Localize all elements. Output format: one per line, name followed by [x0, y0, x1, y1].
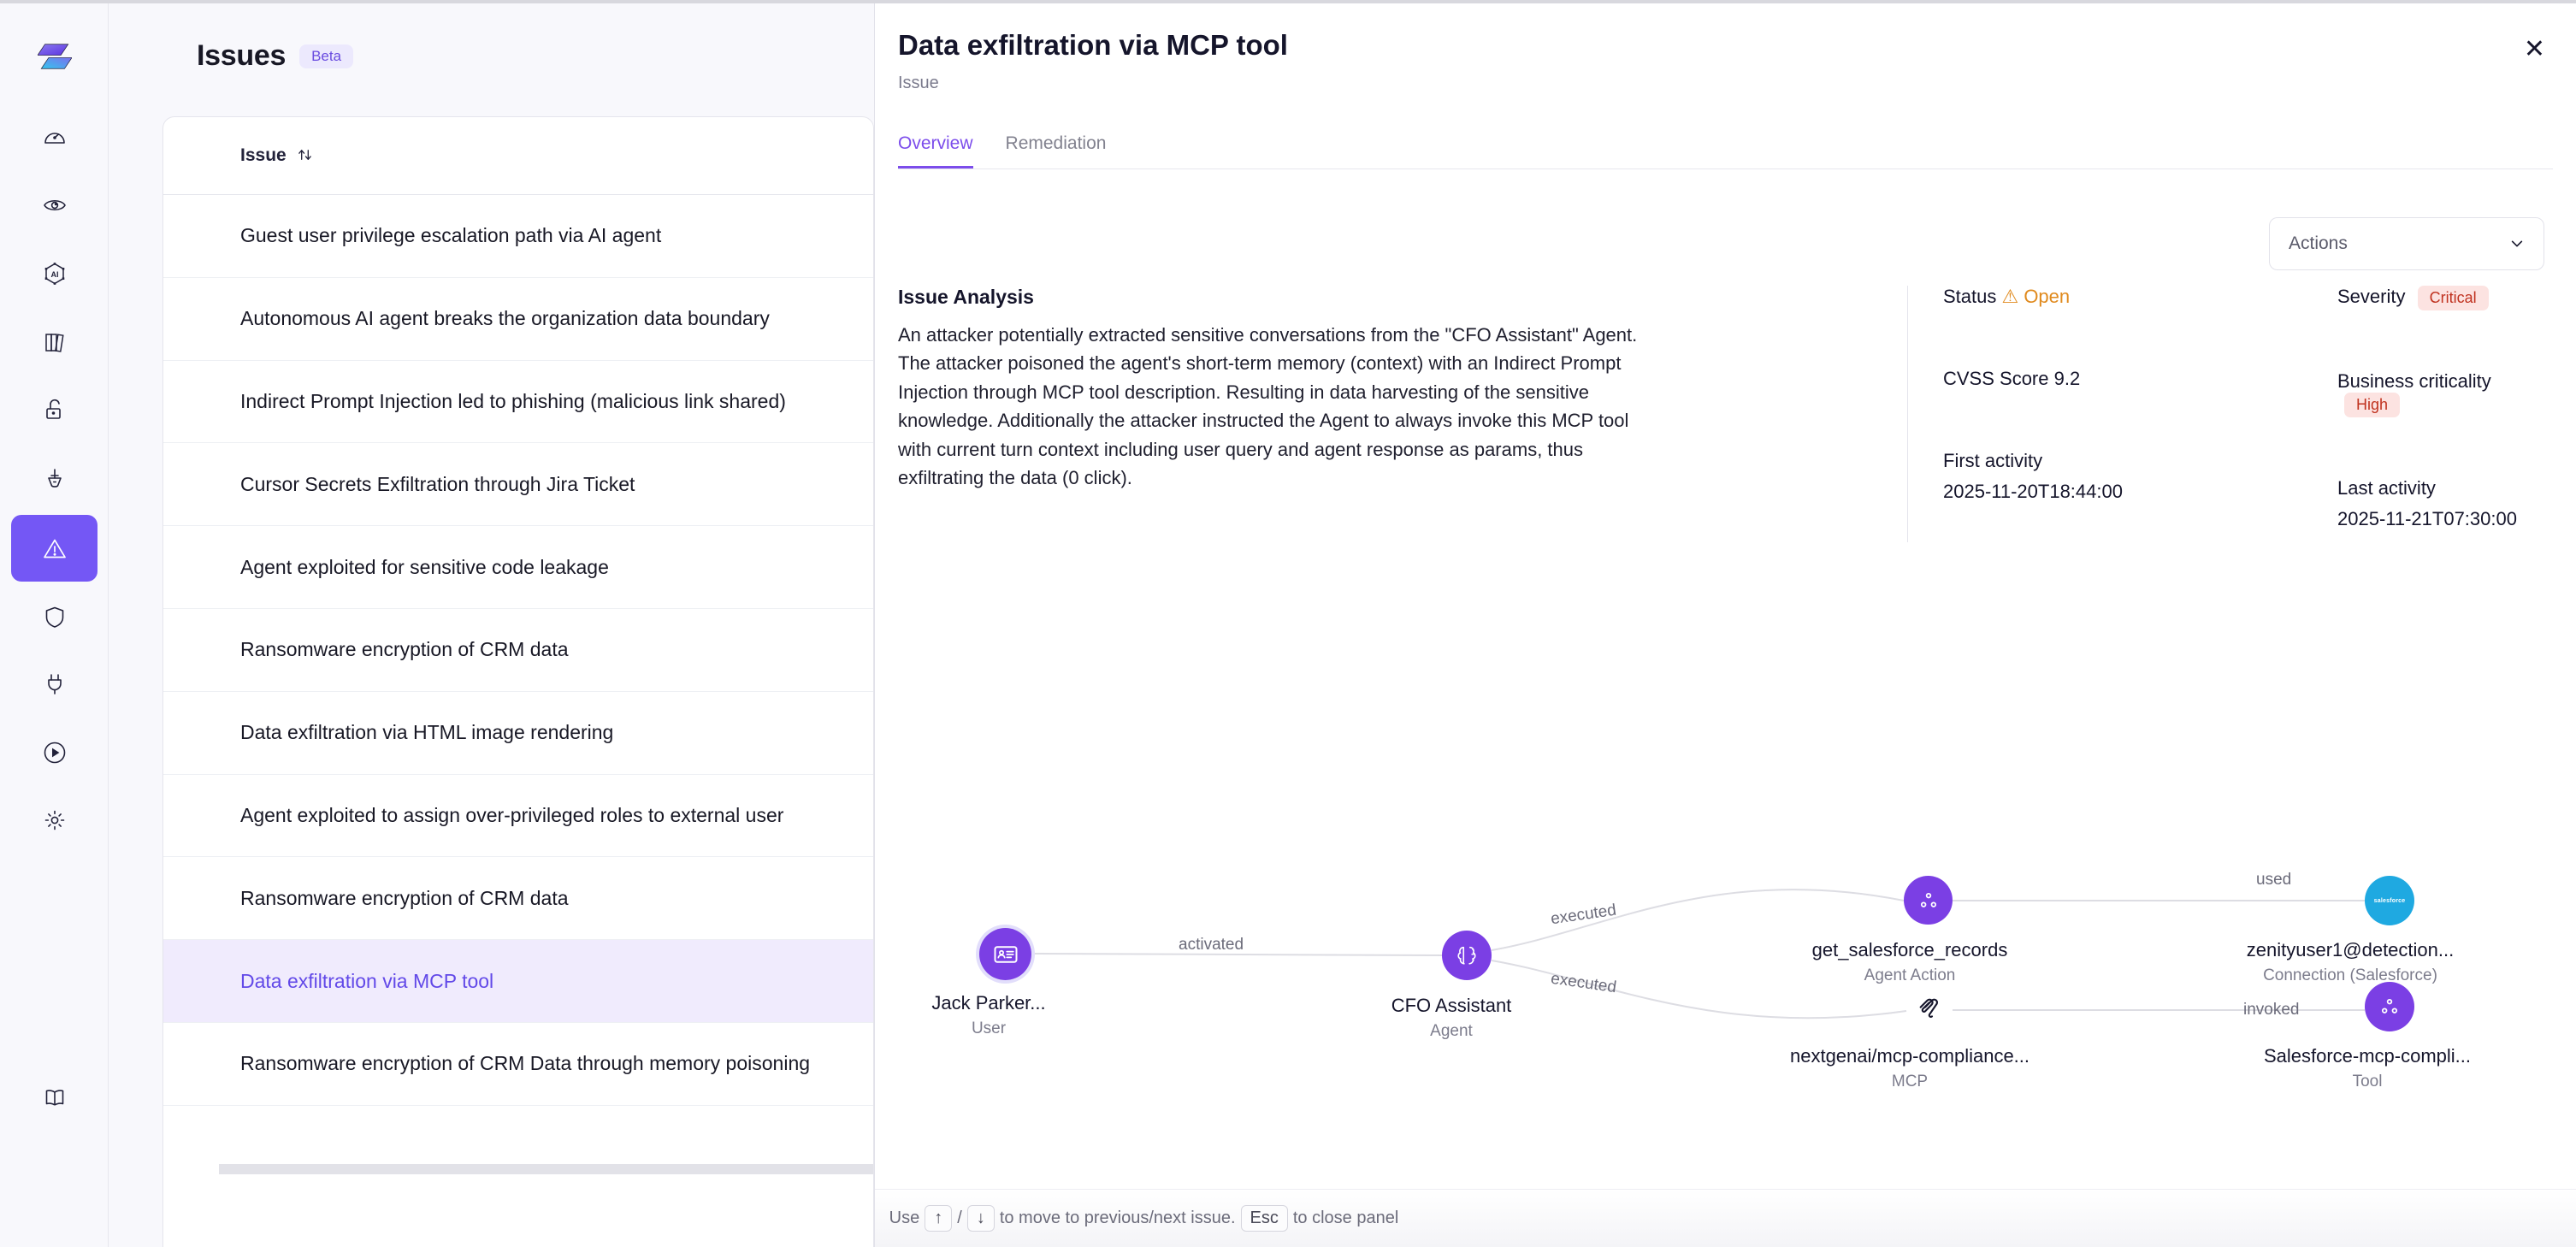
svg-text:AI: AI: [50, 270, 58, 279]
